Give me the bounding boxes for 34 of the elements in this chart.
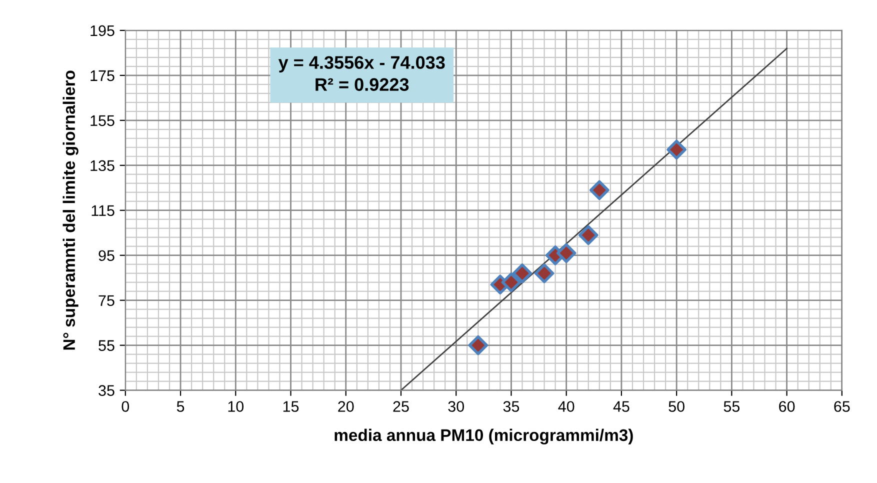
point [501, 272, 522, 292]
y-tick-label: 75 [98, 295, 114, 306]
point [590, 180, 610, 200]
y-tick-label: 175 [90, 70, 114, 82]
x-tick-label: 15 [283, 401, 299, 412]
y-tick-label: 135 [90, 160, 114, 172]
x-tick-label: 65 [834, 401, 850, 412]
x-tick-label: 35 [503, 401, 520, 412]
x-axis-title: media annua PM10 (microgrammi/m3) [334, 428, 633, 444]
y-tick-label: 155 [90, 115, 114, 126]
point [666, 140, 686, 160]
point [512, 263, 532, 284]
y-tick-label: 95 [98, 250, 114, 262]
y-tick-label: 35 [98, 385, 114, 396]
y-axis-title: N° superamnti del limite giornaliero [62, 70, 78, 350]
annotation: y = 4.3556x - 74.033 R² = 0.9223 [278, 56, 445, 91]
x-tick-label: 55 [724, 401, 740, 412]
x-tick-label: 10 [228, 401, 244, 412]
point [534, 263, 554, 284]
point [556, 243, 576, 263]
x-tick-label: 40 [558, 401, 574, 412]
y-tick-label: 115 [92, 205, 114, 216]
point [578, 225, 598, 245]
point [468, 335, 488, 356]
x-tick-label: 30 [448, 401, 464, 412]
y-tick-label: 195 [90, 25, 114, 36]
x-tick-label: 20 [338, 401, 354, 412]
y-tick-label: 55 [98, 340, 114, 351]
x-tick-label: 25 [393, 401, 409, 412]
x-tick-label: 5 [176, 401, 184, 412]
x-tick-label: 45 [613, 401, 630, 412]
x-tick-label: 60 [779, 401, 795, 412]
x-tick-label: 0 [122, 401, 130, 412]
x-tick-label: 50 [668, 401, 684, 412]
